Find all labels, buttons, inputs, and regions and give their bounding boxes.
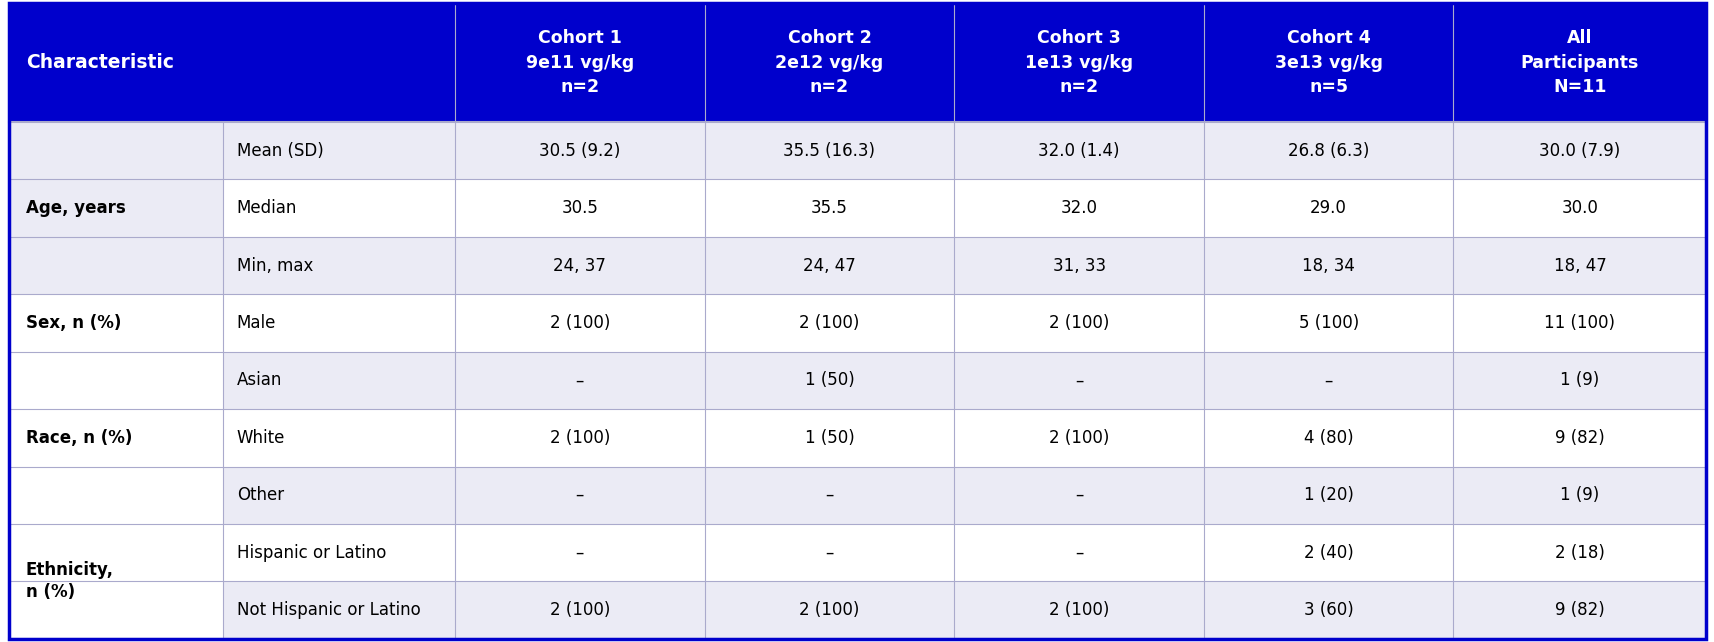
Text: Not Hispanic or Latino: Not Hispanic or Latino — [237, 601, 420, 619]
Bar — [223, 524, 1705, 582]
Bar — [9, 524, 223, 639]
Text: –: – — [1075, 486, 1083, 504]
Text: 32.0: 32.0 — [1059, 199, 1097, 217]
Text: –: – — [1323, 371, 1332, 390]
Text: 2 (100): 2 (100) — [1049, 314, 1109, 332]
Text: Cohort 4
3e13 vg/kg
n=5: Cohort 4 3e13 vg/kg n=5 — [1274, 30, 1381, 96]
Bar — [223, 582, 1705, 639]
Text: 2 (18): 2 (18) — [1555, 544, 1604, 562]
Text: 2 (100): 2 (100) — [799, 314, 859, 332]
Text: Median: Median — [237, 199, 297, 217]
Bar — [223, 467, 1705, 524]
Text: 1 (9): 1 (9) — [1560, 371, 1599, 390]
Bar — [223, 179, 1705, 237]
Text: 35.5 (16.3): 35.5 (16.3) — [783, 142, 874, 160]
Text: 30.5 (9.2): 30.5 (9.2) — [538, 142, 620, 160]
Text: –: – — [1075, 544, 1083, 562]
Text: Other: Other — [237, 486, 283, 504]
Text: 29.0: 29.0 — [1309, 199, 1345, 217]
Text: 2 (100): 2 (100) — [799, 601, 859, 619]
Text: 2 (100): 2 (100) — [550, 314, 610, 332]
Text: Hispanic or Latino: Hispanic or Latino — [237, 544, 386, 562]
Bar — [9, 352, 223, 524]
Text: Ethnicity,
n (%): Ethnicity, n (%) — [26, 561, 113, 602]
Text: Cohort 1
9e11 vg/kg
n=2: Cohort 1 9e11 vg/kg n=2 — [526, 30, 634, 96]
Text: 3 (60): 3 (60) — [1303, 601, 1352, 619]
Text: 9 (82): 9 (82) — [1555, 429, 1604, 447]
Bar — [223, 237, 1705, 294]
Bar — [223, 409, 1705, 467]
Text: 32.0 (1.4): 32.0 (1.4) — [1037, 142, 1119, 160]
Text: Cohort 3
1e13 vg/kg
n=2: Cohort 3 1e13 vg/kg n=2 — [1025, 30, 1133, 96]
Text: 4 (80): 4 (80) — [1303, 429, 1352, 447]
Text: Sex, n (%): Sex, n (%) — [26, 314, 122, 332]
Bar — [9, 122, 223, 294]
Text: 1 (20): 1 (20) — [1303, 486, 1352, 504]
Text: 30.5: 30.5 — [560, 199, 598, 217]
Text: Characteristic: Characteristic — [26, 53, 173, 72]
Text: 1 (50): 1 (50) — [804, 371, 854, 390]
Bar — [9, 294, 223, 352]
Text: 24, 37: 24, 37 — [554, 257, 607, 275]
Text: Min, max: Min, max — [237, 257, 314, 275]
Text: 30.0 (7.9): 30.0 (7.9) — [1539, 142, 1620, 160]
Bar — [9, 3, 1705, 122]
Text: 30.0: 30.0 — [1560, 199, 1597, 217]
Bar — [223, 122, 1705, 179]
Text: –: – — [1075, 371, 1083, 390]
Text: 2 (40): 2 (40) — [1303, 544, 1352, 562]
Text: –: – — [824, 486, 833, 504]
Text: 5 (100): 5 (100) — [1297, 314, 1357, 332]
Bar — [223, 352, 1705, 409]
Text: 2 (100): 2 (100) — [1049, 601, 1109, 619]
Text: –: – — [824, 544, 833, 562]
Text: White: White — [237, 429, 285, 447]
Text: 24, 47: 24, 47 — [802, 257, 855, 275]
Text: All
Participants
N=11: All Participants N=11 — [1520, 30, 1639, 96]
Text: 26.8 (6.3): 26.8 (6.3) — [1287, 142, 1368, 160]
Bar — [223, 294, 1705, 352]
Text: 35.5: 35.5 — [811, 199, 847, 217]
Text: 9 (82): 9 (82) — [1555, 601, 1604, 619]
Text: 18, 34: 18, 34 — [1301, 257, 1354, 275]
Text: Male: Male — [237, 314, 276, 332]
Text: 2 (100): 2 (100) — [550, 429, 610, 447]
Text: 2 (100): 2 (100) — [1049, 429, 1109, 447]
Text: 11 (100): 11 (100) — [1544, 314, 1615, 332]
Text: 1 (9): 1 (9) — [1560, 486, 1599, 504]
Text: Asian: Asian — [237, 371, 281, 390]
Text: 18, 47: 18, 47 — [1553, 257, 1606, 275]
Text: –: – — [576, 544, 584, 562]
Text: 2 (100): 2 (100) — [550, 601, 610, 619]
Text: Mean (SD): Mean (SD) — [237, 142, 324, 160]
Text: 1 (50): 1 (50) — [804, 429, 854, 447]
Text: –: – — [576, 486, 584, 504]
Text: Cohort 2
2e12 vg/kg
n=2: Cohort 2 2e12 vg/kg n=2 — [775, 30, 883, 96]
Text: –: – — [576, 371, 584, 390]
Text: 31, 33: 31, 33 — [1052, 257, 1106, 275]
Text: Age, years: Age, years — [26, 199, 125, 217]
Text: Race, n (%): Race, n (%) — [26, 429, 132, 447]
